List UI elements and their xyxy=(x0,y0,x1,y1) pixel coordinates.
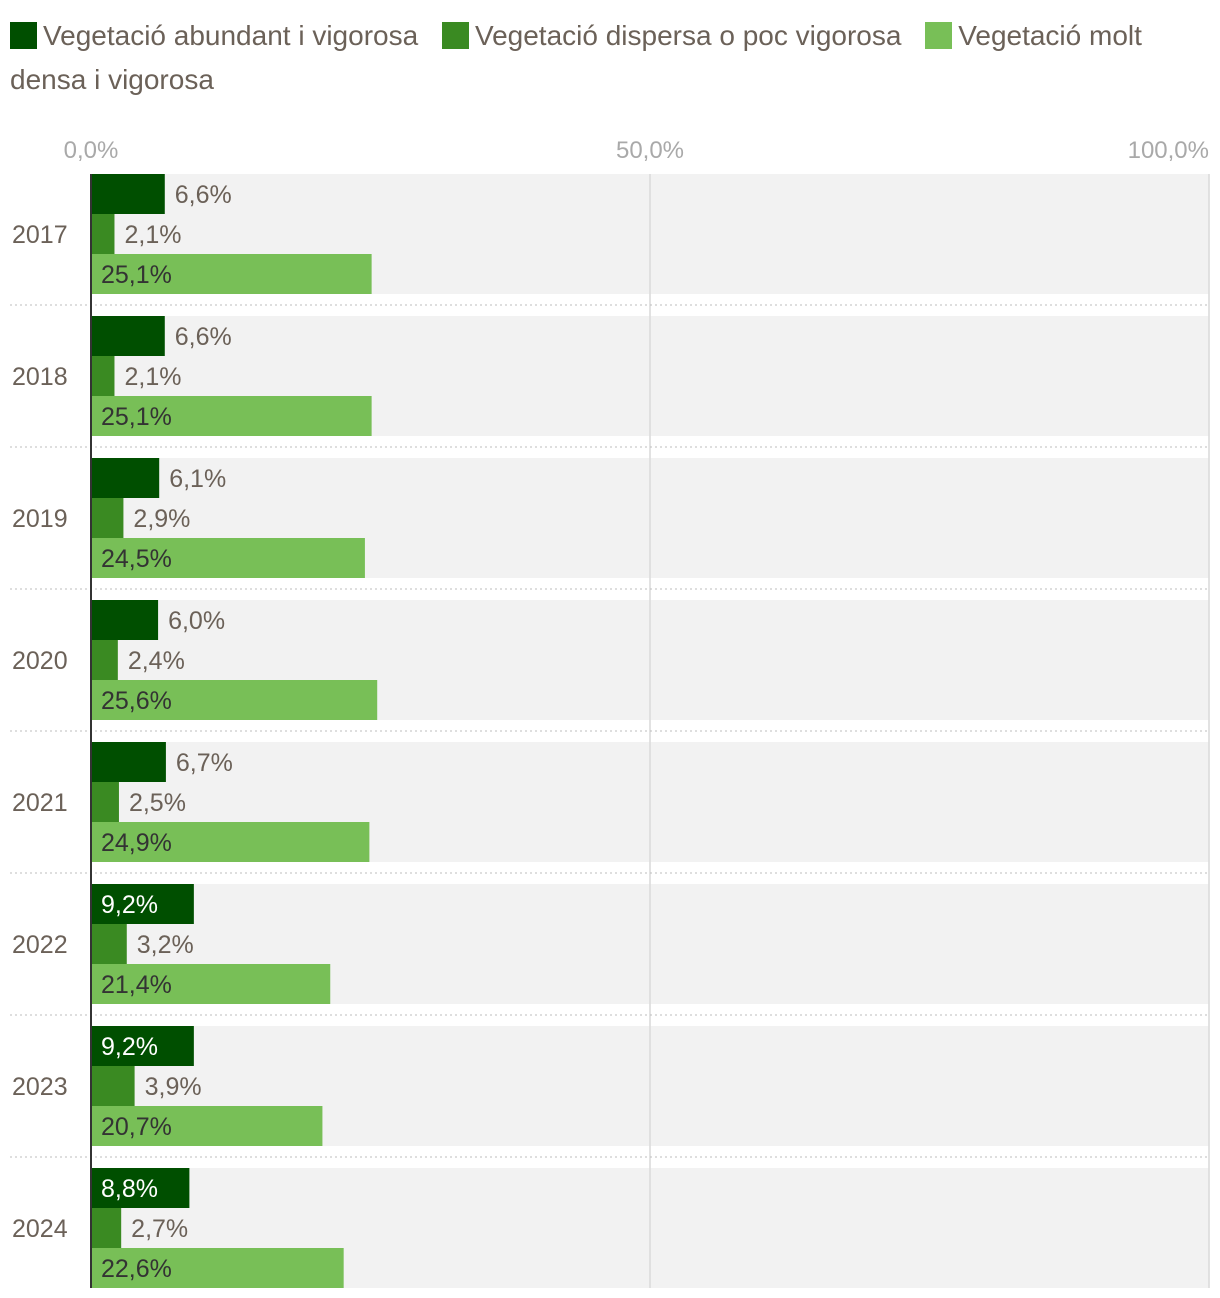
data-label-2020-3: 25,6% xyxy=(101,687,172,715)
category-label-2022: 2022 xyxy=(12,931,68,959)
data-label-2024-1: 8,8% xyxy=(101,1175,158,1203)
data-label-2018-1: 6,6% xyxy=(175,323,232,351)
bar-2017-1 xyxy=(91,174,165,214)
category-label-2020: 2020 xyxy=(12,647,68,675)
bar-2022-1 xyxy=(91,884,194,924)
category-label-2024: 2024 xyxy=(12,1215,68,1243)
data-label-2019-1: 6,1% xyxy=(169,465,226,493)
data-label-2017-3: 25,1% xyxy=(101,261,172,289)
data-label-2023-3: 20,7% xyxy=(101,1113,172,1141)
bar-2018-1 xyxy=(91,316,165,356)
bar-2020-1 xyxy=(91,600,159,640)
data-label-2023-1: 9,2% xyxy=(101,1033,158,1061)
bar-2020-3 xyxy=(91,680,378,720)
bar-2019-3 xyxy=(91,538,365,578)
bar-2019-2 xyxy=(91,498,124,538)
legend-swatch-dispersa xyxy=(441,22,469,49)
bar-2022-2 xyxy=(91,924,127,964)
data-label-2022-2: 3,2% xyxy=(137,931,194,959)
data-label-2019-2: 2,9% xyxy=(133,505,190,533)
data-label-2020-1: 6,0% xyxy=(168,607,225,635)
data-label-2022-3: 21,4% xyxy=(101,971,172,999)
bar-2023-1 xyxy=(91,1026,194,1066)
category-label-2021: 2021 xyxy=(12,789,68,817)
x-tick-label: 100,0% xyxy=(1128,137,1209,164)
bar-2018-2 xyxy=(91,356,115,396)
data-label-2020-2: 2,4% xyxy=(128,647,185,675)
bar-2024-2 xyxy=(91,1208,122,1248)
data-label-2018-3: 25,1% xyxy=(101,403,172,431)
legend-label-dispersa: Vegetació dispersa o poc vigorosa xyxy=(474,20,902,51)
legend-item-densa: Vegetació molt densa i vigorosa xyxy=(10,20,1142,95)
bar-2020-2 xyxy=(91,640,118,680)
bar-2023-3 xyxy=(91,1106,323,1146)
legend-label-abundant: Vegetació abundant i vigorosa xyxy=(43,20,419,51)
data-label-2019-3: 24,5% xyxy=(101,545,172,573)
data-label-2023-2: 3,9% xyxy=(145,1073,202,1101)
data-label-2021-2: 2,5% xyxy=(129,789,186,817)
bar-2023-2 xyxy=(91,1066,135,1106)
legend-swatch-densa xyxy=(925,22,953,49)
bar-2019-1 xyxy=(91,458,160,498)
data-label-2018-2: 2,1% xyxy=(124,363,181,391)
category-label-2018: 2018 xyxy=(12,363,68,391)
bar-2018-3 xyxy=(91,396,372,436)
category-label-2019: 2019 xyxy=(12,505,68,533)
legend-label-densa: Vegetació molt densa i vigorosa xyxy=(10,20,1142,95)
x-tick-label: 0,0% xyxy=(64,137,119,164)
bar-2022-3 xyxy=(91,964,331,1004)
category-label-2017: 2017 xyxy=(12,221,68,249)
bar-2021-2 xyxy=(91,782,119,822)
x-tick-label: 50,0% xyxy=(616,137,684,164)
data-label-2021-3: 24,9% xyxy=(101,829,172,857)
bar-2021-3 xyxy=(91,822,370,862)
legend-swatch-abundant xyxy=(10,22,37,49)
legend-item-abundant: Vegetació abundant i vigorosa xyxy=(10,20,418,51)
chart-legend: Vegetació abundant i vigorosa Vegetació … xyxy=(10,14,1200,102)
data-label-2024-3: 22,6% xyxy=(101,1255,172,1283)
bar-2024-1 xyxy=(91,1168,190,1208)
data-label-2017-1: 6,6% xyxy=(175,181,232,209)
legend-item-dispersa: Vegetació dispersa o poc vigorosa xyxy=(441,20,902,51)
bar-2021-1 xyxy=(91,742,166,782)
data-label-2022-1: 9,2% xyxy=(101,891,158,919)
data-label-2021-1: 6,7% xyxy=(176,749,233,777)
bar-2017-3 xyxy=(91,254,372,294)
bar-2017-2 xyxy=(91,214,115,254)
bar-2024-3 xyxy=(91,1248,344,1288)
data-label-2017-2: 2,1% xyxy=(124,221,181,249)
data-label-2024-2: 2,7% xyxy=(131,1215,188,1243)
category-label-2023: 2023 xyxy=(12,1073,68,1101)
